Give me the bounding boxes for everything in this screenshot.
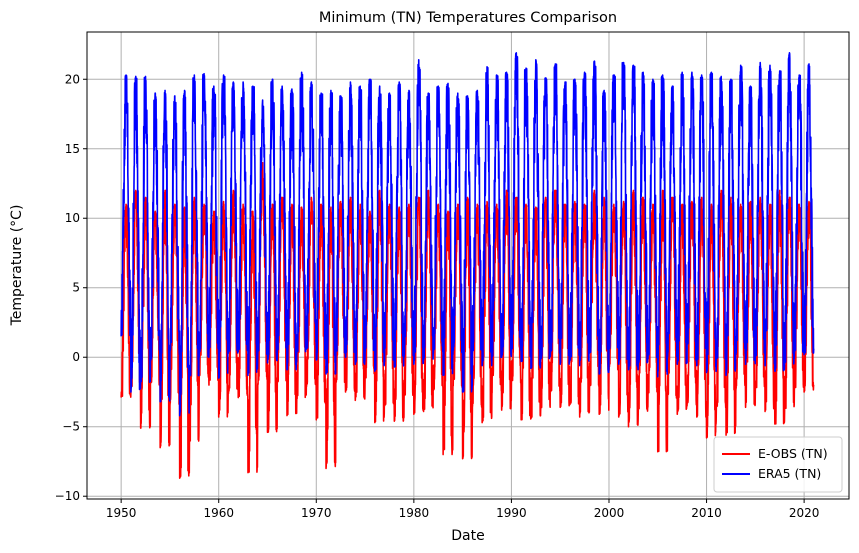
x-tick-label: 1950	[106, 506, 137, 520]
plot-area	[120, 52, 815, 479]
x-tick-label: 1960	[203, 506, 234, 520]
x-tick-label: 1990	[496, 506, 527, 520]
y-tick-label: 20	[65, 72, 80, 86]
legend-box	[713, 436, 843, 493]
x-axis-label: Date	[451, 528, 484, 544]
y-tick-label: 5	[72, 281, 80, 295]
legend-label-era5: ERA5 (TN)	[758, 466, 821, 481]
series-layer	[120, 52, 815, 479]
axes-frame	[86, 31, 850, 500]
x-tick-label: 1970	[301, 506, 332, 520]
x-tick-label: 2020	[789, 506, 820, 520]
legend-label-eobs: E-OBS (TN)	[758, 446, 828, 461]
y-tick-label: −10	[55, 489, 80, 503]
series-line-era5	[120, 52, 815, 417]
y-tick-label: 15	[65, 142, 80, 156]
y-tick-label: 10	[65, 211, 80, 225]
y-tick-label: 0	[72, 350, 80, 364]
chart-title: Minimum (TN) Temperatures Comparison	[319, 10, 617, 26]
y-axis-label: Temperature (°C)	[9, 205, 25, 327]
y-axis-ticks: −10 −5 0 5 10 15 20	[55, 72, 87, 503]
x-tick-label: 2000	[594, 506, 625, 520]
x-tick-label: 2010	[691, 506, 722, 520]
legend: E-OBS (TN) ERA5 (TN)	[713, 436, 843, 493]
y-tick-label: −5	[62, 420, 80, 434]
x-tick-label: 1980	[399, 506, 430, 520]
x-axis-ticks: 1950 1960 1970 1980 1990 2000 2010 2020	[106, 499, 820, 520]
